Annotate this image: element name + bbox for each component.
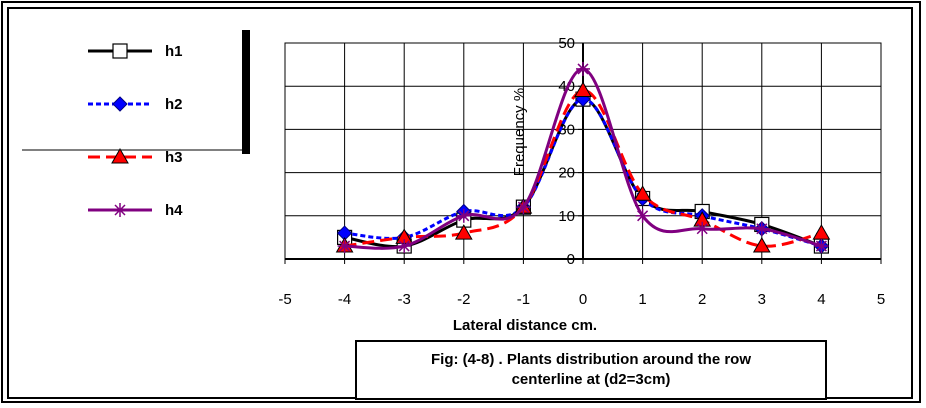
data-point-h4	[456, 208, 471, 223]
data-point-h4	[576, 61, 590, 76]
legend: h1 h2 h3 h4	[88, 43, 183, 219]
legend-item-h3: h3	[88, 147, 183, 166]
x-tick-label: -4	[338, 291, 351, 308]
outer-frame	[1, 1, 921, 403]
x-tick-label: 0	[579, 291, 587, 308]
asterisk-stroke	[517, 201, 529, 213]
data-point-h4	[337, 239, 352, 254]
legend-item-h2: h2	[88, 96, 183, 113]
x-tick-label: 5	[877, 291, 885, 308]
x-axis-title: Lateral distance cm.	[453, 317, 597, 334]
asterisk-stroke	[696, 223, 708, 235]
x-tick-label: 2	[698, 291, 706, 308]
y-tick-label: 50	[558, 35, 575, 52]
figure-caption: Fig: (4-8) . Plants distribution around …	[355, 340, 827, 400]
x-tick-label: 4	[817, 291, 825, 308]
asterisk-stroke	[458, 210, 470, 222]
data-point-h3	[574, 81, 592, 98]
asterisk-stroke	[114, 204, 126, 216]
x-tick-label: -1	[517, 291, 530, 308]
legend-item-h4: h4	[88, 202, 183, 219]
legend-swatch-marker	[112, 96, 128, 112]
x-tick-label: 1	[638, 291, 646, 308]
y-tick-label: 0	[567, 251, 575, 268]
legend-side-bar	[242, 30, 250, 154]
series-line-h3	[344, 89, 822, 248]
legend-label: h2	[165, 96, 183, 113]
caption-line-1: Fig: (4-8) . Plants distribution around …	[431, 351, 751, 368]
y-axis-title: Frequency %	[511, 88, 528, 176]
y-tick-label: 20	[558, 165, 575, 182]
asterisk-stroke	[815, 240, 827, 252]
data-point-h3	[633, 185, 652, 201]
legend-label: h3	[165, 149, 183, 166]
legend-label: h4	[165, 202, 183, 219]
data-point-h4	[814, 239, 829, 254]
asterisk-stroke	[398, 240, 410, 252]
asterisk-stroke	[339, 240, 351, 252]
legend-swatch-marker	[112, 43, 128, 59]
legend-label: h1	[165, 43, 183, 60]
data-point-h4	[695, 221, 710, 236]
data-point-h3	[812, 224, 831, 240]
data-point-h3	[454, 224, 473, 240]
asterisk-stroke	[756, 223, 768, 235]
data-point-h4	[754, 221, 769, 236]
data-point-h3	[752, 237, 771, 253]
data-point-h4	[397, 239, 412, 254]
series-h4	[337, 61, 829, 254]
data-point-h4	[635, 208, 650, 223]
legend-swatch-marker	[113, 203, 127, 217]
legend-swatch-marker	[111, 147, 129, 164]
data-point-h4	[516, 200, 531, 215]
y-tick-label: 10	[558, 208, 575, 225]
asterisk-stroke	[637, 210, 649, 222]
asterisk-stroke	[577, 63, 589, 75]
series-group	[335, 61, 831, 254]
x-tick-label: -3	[398, 291, 411, 308]
legend-item-h1: h1	[88, 43, 183, 60]
x-tick-label: 3	[758, 291, 766, 308]
x-tick-label: -2	[457, 291, 470, 308]
x-tick-label: -5	[278, 291, 291, 308]
caption-line-2: centerline at (d2=3cm)	[511, 371, 671, 388]
